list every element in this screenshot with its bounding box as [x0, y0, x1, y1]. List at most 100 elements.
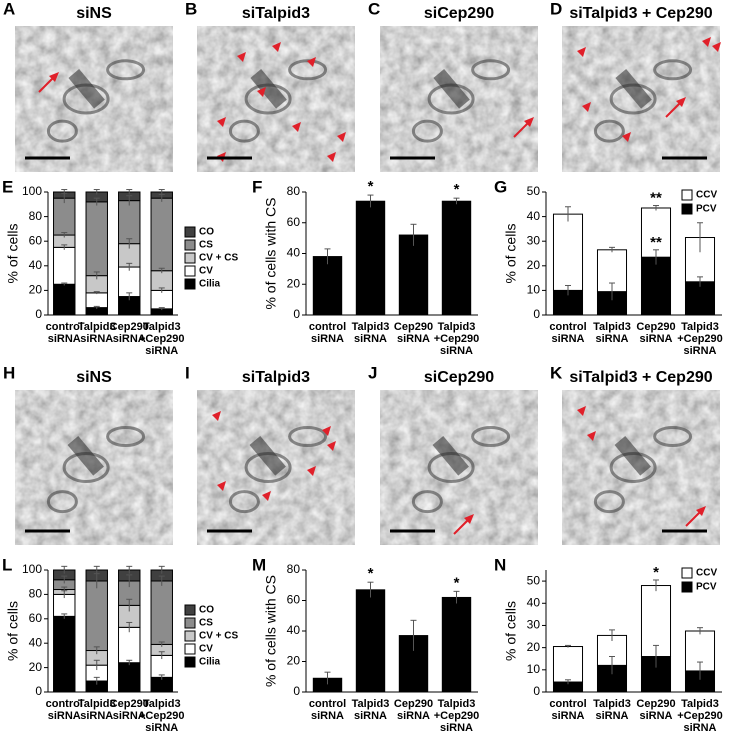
- chart: E% of cells020406080100controlsiRNATalpi…: [2, 177, 239, 356]
- organelle: [653, 426, 693, 447]
- x-tick-label: siRNA: [639, 710, 672, 722]
- arrowhead: [237, 52, 246, 62]
- x-tick-label: +Cep290: [139, 710, 185, 722]
- arrowhead: [327, 441, 336, 451]
- panel-label: E: [2, 177, 13, 196]
- bar: [312, 256, 343, 316]
- chart: L% of cells020406080100controlsiRNATalpi…: [2, 555, 239, 733]
- bar-segment: [85, 580, 108, 652]
- y-tick-label: 80: [287, 184, 301, 198]
- y-axis-label: % of cells with CS: [263, 575, 279, 687]
- organelle: [46, 119, 78, 143]
- arrowhead: [587, 431, 596, 441]
- centriole: [432, 435, 469, 476]
- y-tick-label: 0: [533, 307, 540, 321]
- y-tick-label: 10: [527, 662, 541, 676]
- bar-segment: [552, 213, 584, 291]
- bar-segment: [85, 201, 108, 277]
- organelle: [228, 490, 260, 514]
- bar-segment: [53, 197, 76, 236]
- x-tick-label: Talpid3: [78, 698, 116, 710]
- significance: *: [653, 564, 659, 581]
- y-tick-label: 0: [293, 307, 300, 321]
- x-tick-label: siRNA: [113, 710, 146, 722]
- bar-segment: [150, 289, 173, 310]
- legend-label: CCV: [696, 190, 717, 201]
- panel-label: G: [494, 177, 507, 196]
- legend-swatch: [681, 581, 693, 593]
- chart: N% of cells01020304050controlsiRNATalpid…: [494, 555, 723, 733]
- x-tick-label: Talpid3: [352, 321, 390, 333]
- bar-segment: [53, 283, 76, 316]
- panel-label: L: [2, 555, 12, 574]
- y-tick-label: 20: [29, 283, 43, 297]
- x-tick-label: +Cep290: [677, 333, 723, 345]
- significance: *: [454, 181, 460, 198]
- organelle: [411, 119, 443, 143]
- legend-swatch: [681, 189, 693, 201]
- x-tick-label: siRNA: [595, 333, 628, 345]
- y-tick-label: 30: [527, 233, 541, 247]
- bar-segment: [118, 626, 141, 664]
- bar-segment: [150, 580, 173, 645]
- centriole: [615, 68, 652, 109]
- arrowhead: [702, 37, 711, 47]
- y-tick-label: 40: [287, 246, 301, 260]
- centriole: [614, 435, 651, 476]
- x-tick-label: siRNA: [683, 722, 716, 734]
- x-tick-label: Cep290: [110, 698, 149, 710]
- y-tick-label: 60: [287, 215, 301, 229]
- y-tick-label: 20: [29, 660, 43, 674]
- legend-swatch: [681, 203, 693, 215]
- organelle: [593, 119, 625, 143]
- x-tick-label: control: [549, 321, 586, 333]
- y-tick-label: 10: [527, 283, 541, 297]
- bar-segment: [640, 256, 672, 316]
- organelle: [288, 426, 328, 447]
- arrowhead: [622, 132, 631, 142]
- y-tick-label: 40: [29, 258, 43, 272]
- bar: [441, 200, 472, 316]
- bar-segment: [640, 207, 672, 258]
- centriole: [250, 68, 287, 109]
- panel-title: siCep290: [424, 369, 494, 386]
- arrowhead: [217, 481, 226, 491]
- y-tick-label: 20: [287, 654, 301, 668]
- bar-segment: [53, 246, 76, 285]
- legend-swatch: [681, 567, 693, 579]
- x-tick-label: Cep290: [394, 321, 433, 333]
- arrowhead: [307, 466, 316, 476]
- bar: [355, 200, 386, 316]
- panel-label: F: [252, 177, 262, 196]
- x-tick-label: Cep290: [636, 698, 675, 710]
- y-tick-label: 60: [29, 611, 43, 625]
- panel-label: A: [3, 0, 15, 18]
- x-tick-label: siRNA: [440, 345, 473, 357]
- legend-swatch: [184, 604, 196, 616]
- panel-label: B: [185, 0, 197, 18]
- x-tick-label: Talpid3: [681, 321, 719, 333]
- y-tick-label: 20: [527, 258, 541, 272]
- x-tick-label: siRNA: [113, 333, 146, 345]
- x-tick-label: +Cep290: [139, 333, 185, 345]
- arrowhead: [217, 117, 226, 127]
- bar-segment: [118, 266, 141, 298]
- arrowhead: [327, 152, 336, 162]
- legend-swatch: [184, 265, 196, 277]
- legend-label: CV + CS: [199, 631, 239, 642]
- y-tick-label: 100: [22, 562, 42, 576]
- y-tick-label: 80: [29, 587, 43, 601]
- arrowhead: [307, 57, 316, 67]
- x-tick-label: Talpid3: [438, 321, 476, 333]
- y-tick-label: 60: [287, 593, 301, 607]
- panel-title: siTalpid3: [242, 5, 310, 22]
- x-tick-label: siRNA: [354, 710, 387, 722]
- y-tick-label: 0: [293, 684, 300, 698]
- significance: **: [650, 189, 662, 206]
- arrowhead: [337, 132, 346, 142]
